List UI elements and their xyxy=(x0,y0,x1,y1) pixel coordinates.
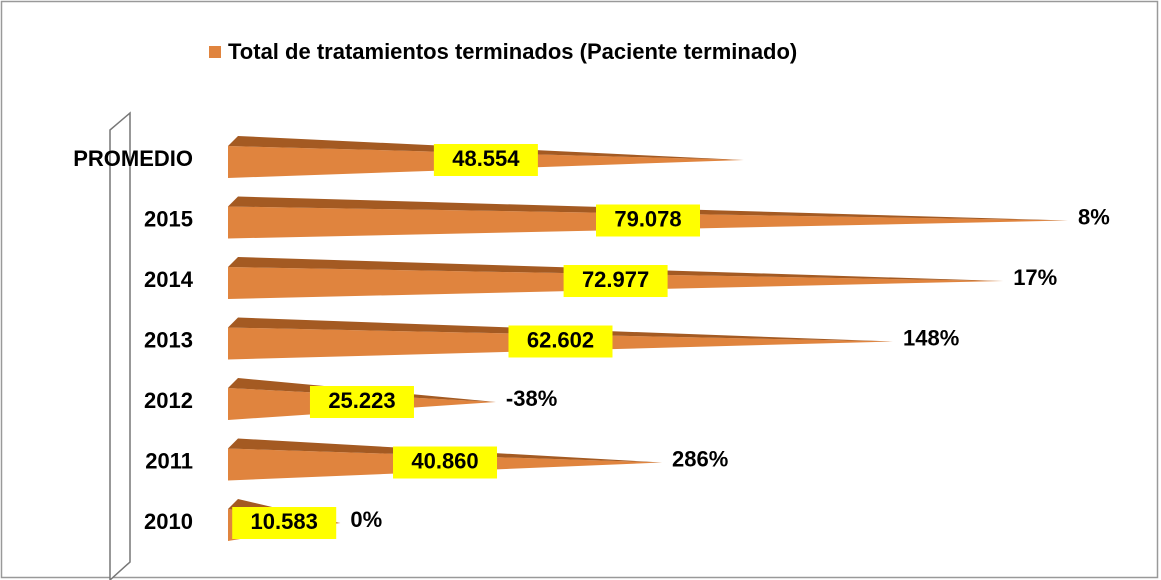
value-label: 48.554 xyxy=(452,146,520,171)
value-label: 72.977 xyxy=(582,267,649,292)
value-label: 10.583 xyxy=(251,509,318,534)
axis-wall xyxy=(109,111,131,580)
legend-swatch xyxy=(209,46,221,58)
label-box xyxy=(232,507,337,539)
label-box xyxy=(309,386,414,418)
label-box xyxy=(563,265,668,297)
category-label: 2011 xyxy=(145,448,193,473)
category-label: 2013 xyxy=(144,327,193,352)
change-label: 148% xyxy=(903,325,959,350)
category-label: 2015 xyxy=(144,206,193,231)
change-label: 0% xyxy=(350,507,382,532)
legend-label: Total de tratamientos terminados (Pacien… xyxy=(228,39,797,64)
change-label: 286% xyxy=(672,446,728,471)
category-label: 2012 xyxy=(144,388,193,413)
category-label: 2010 xyxy=(144,509,193,534)
label-box xyxy=(596,204,700,237)
value-label: 79.078 xyxy=(614,206,681,231)
change-label: 17% xyxy=(1013,265,1057,290)
label-box xyxy=(393,446,498,479)
category-label: 2014 xyxy=(144,267,194,292)
value-label: 25.223 xyxy=(328,388,395,413)
label-box xyxy=(508,325,613,358)
value-label: 40.860 xyxy=(411,448,478,473)
value-label: 62.602 xyxy=(527,327,594,352)
change-label: 8% xyxy=(1078,204,1110,229)
label-box xyxy=(433,144,538,176)
change-label: -38% xyxy=(506,386,557,411)
category-label: PROMEDIO xyxy=(73,146,193,171)
